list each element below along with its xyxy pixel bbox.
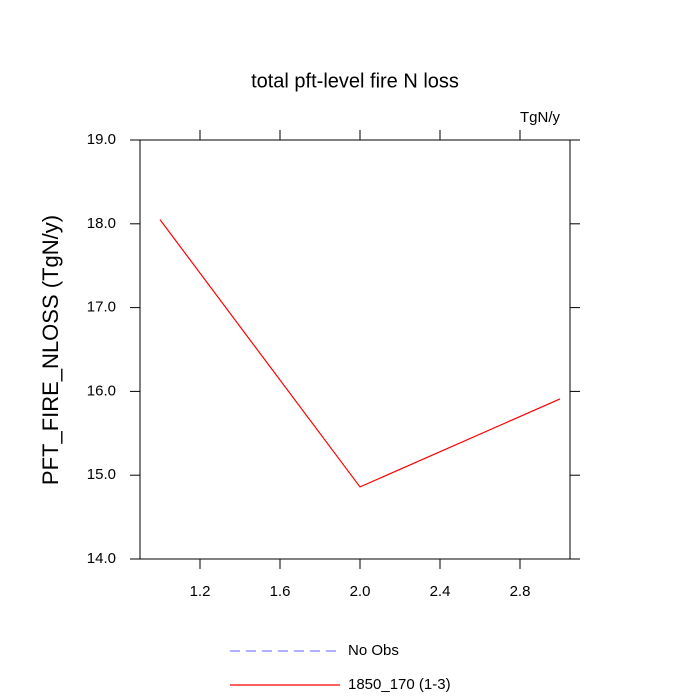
y-tick-label: 16.0 xyxy=(87,382,116,399)
legend-label: No Obs xyxy=(348,642,399,659)
x-tick-label: 1.6 xyxy=(270,583,291,600)
units-label: TgN/y xyxy=(520,109,561,126)
x-tick-label: 1.2 xyxy=(190,583,211,600)
y-tick-label: 19.0 xyxy=(87,131,116,148)
y-tick-label: 14.0 xyxy=(87,550,116,567)
series-line xyxy=(159,219,561,488)
y-axis-label: PFT_FIRE_NLOSS (TgN/y) xyxy=(38,215,63,485)
y-tick-label: 17.0 xyxy=(87,299,116,316)
y-tick-label: 15.0 xyxy=(87,466,116,483)
plot-frame xyxy=(139,139,571,560)
chart-title: total pft-level fire N loss xyxy=(251,70,459,92)
x-tick-label: 2.8 xyxy=(510,583,531,600)
x-tick-label: 2.4 xyxy=(430,583,451,600)
y-tick-label: 18.0 xyxy=(87,215,116,232)
legend-label: 1850_170 (1-3) xyxy=(348,676,451,693)
x-tick-label: 2.0 xyxy=(350,583,371,600)
